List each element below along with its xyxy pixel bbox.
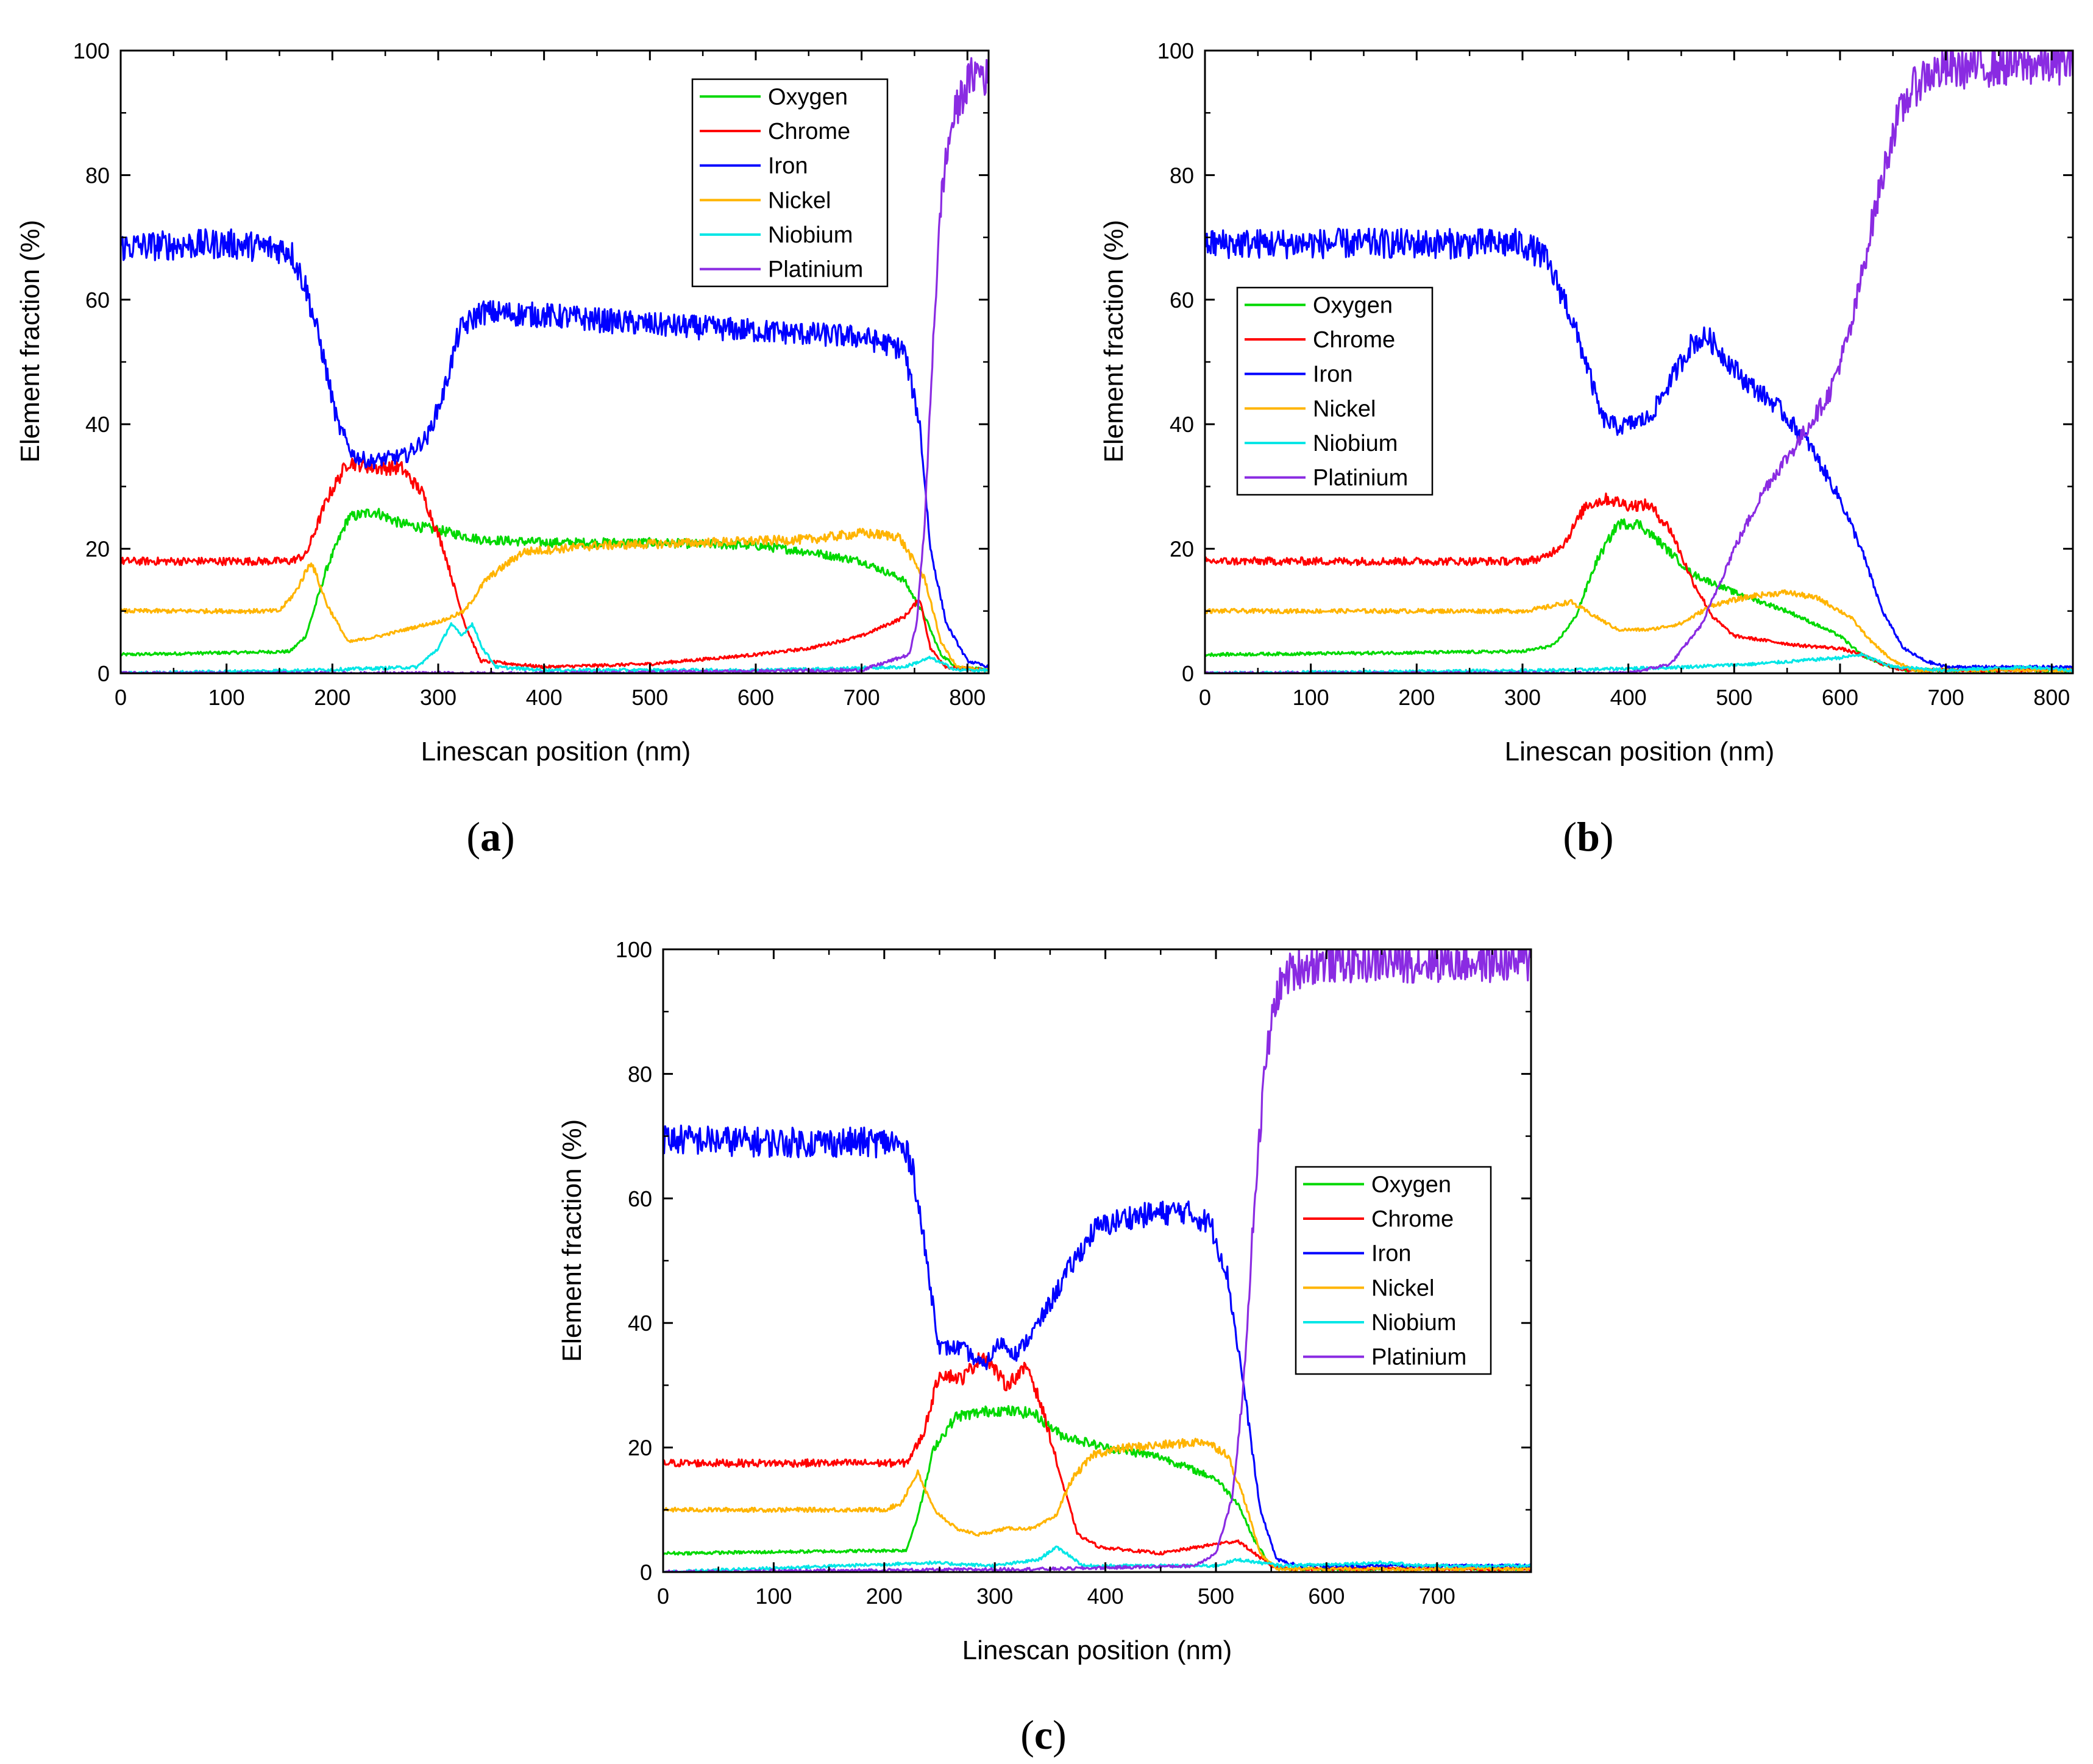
panel-a-legend-label-niobium: Niobium [768,222,853,248]
panel-c-legend-label-platinium: Platinium [1371,1345,1466,1370]
panel-a-xlabel: Linescan position (nm) [421,737,691,767]
panel-b-ytick-label: 20 [1170,537,1194,562]
panel-a-xtick-label: 600 [737,685,774,710]
panel-b-plot: 0 100 200 300 400 500 600 700 800 0 20 40 60 80 100 Oxy… [1157,38,2074,710]
panel-b-xtick-label: 100 [1293,685,1329,710]
panel-b-caption: (b) [1563,813,1613,860]
panel-a-legend-label-iron: Iron [768,154,808,179]
panel-c-ytick-label: 60 [628,1186,652,1211]
panel-c-ytick-label: 40 [628,1311,652,1336]
panel-a-legend-label-nickel: Nickel [768,188,831,213]
panel-c-xtick-label: 500 [1198,1584,1234,1609]
panel-a-series-chrome [121,456,989,672]
panel-b-xtick-label: 300 [1504,685,1541,710]
panel-b-ylabel: Element fraction (%) [1099,220,1129,463]
panel-a-series-niobium [121,622,989,673]
panel-a-ytick-label: 20 [85,537,110,562]
panel-c-ytick-label: 20 [628,1436,652,1461]
panel-a-legend-box [691,78,889,288]
panel-b-ytick-label: 40 [1170,412,1194,437]
panel-b-xtick-label: 800 [2033,685,2070,710]
panel-b-xtick-label: 400 [1610,685,1647,710]
panel-a-legend-label-chrome: Chrome [768,119,850,144]
panel-b-legend-label-nickel: Nickel [1313,396,1376,422]
panel-a-ytick-label: 40 [85,412,110,437]
panel-a-caption: (a) [466,813,514,860]
panel-a-xtick-label: 800 [949,685,986,710]
panel-b-xtick-label: 200 [1398,685,1435,710]
panel-c-ytick-label: 100 [616,937,652,962]
panel-c-plot: 0 100 200 300 400 500 600 700 0 20 40 60 80 100 Oxygen… [616,937,1532,1609]
panel-c-ytick-label: 0 [640,1560,652,1585]
panel-b: 0 100 200 300 400 500 600 700 800 0 20 40 60 80 100 Oxy… [1099,38,2074,860]
panel-c-caption: (c) [1020,1712,1067,1758]
panel-c-series-nickel [663,1437,1531,1571]
panel-a-ytick-label: 100 [73,38,110,63]
panel-b-legend: Oxygen Chrome Iron Nickel Niobium Platinium [1236,286,1434,496]
panel-c-xtick-label: 100 [755,1584,792,1609]
panel-b-series-nickel [1205,589,2073,673]
panel-b-xtick-label: 0 [1199,685,1211,710]
panel-a-plot: 0 100 200 300 400 500 600 700 800 0 20 40 60 80 100 Oxy… [73,38,990,710]
panel-c-xlabel: Linescan position (nm) [962,1635,1232,1665]
panel-a-legend: Oxygen Chrome Iron Nickel Niobium Platinium [691,78,889,288]
panel-c-series-platinium [663,949,1531,1572]
panel-b-legend-label-niobium: Niobium [1313,431,1398,456]
panel-c-xtick-label: 400 [1087,1584,1124,1609]
panel-b-xlabel: Linescan position (nm) [1505,737,1775,767]
panel-b-legend-box [1236,286,1434,496]
panel-a-legend-label-oxygen: Oxygen [768,84,848,110]
panel-b-xtick-label: 500 [1716,685,1752,710]
panel-c-legend-label-oxygen: Oxygen [1371,1172,1451,1197]
panel-b-legend-label-oxygen: Oxygen [1313,292,1393,318]
panel-c-legend-label-niobium: Niobium [1371,1310,1456,1336]
panel-a-ytick-label: 80 [85,163,110,188]
panel-a-xtick-label: 300 [420,685,457,710]
panel-b-series-platinium [1205,51,2073,673]
panel-c: 0 100 200 300 400 500 600 700 0 20 40 60 80 100 Oxygen… [557,937,1532,1758]
panel-c-series-group [663,949,1531,1572]
panel-a: 0 100 200 300 400 500 600 700 800 0 20 40 60 80 100 Oxy… [15,38,990,860]
panel-a-ytick-label: 0 [98,661,110,686]
panel-c-xtick-label: 600 [1308,1584,1345,1609]
panel-c-legend-label-chrome: Chrome [1371,1206,1454,1232]
panel-c-series-iron [663,1124,1531,1568]
panel-a-xtick-label: 0 [115,685,127,710]
panel-c-legend: Oxygen Chrome Iron Nickel Niobium Platinium [1295,1166,1492,1375]
panel-b-legend-label-chrome: Chrome [1313,327,1395,353]
panel-a-legend-label-platinium: Platinium [768,257,863,283]
panel-b-xtick-label: 600 [1822,685,1858,710]
panel-a-series-nickel [121,528,989,672]
panel-b-ytick-label: 0 [1182,661,1194,686]
panel-b-xtick-label: 700 [1928,685,1964,710]
panel-c-xtick-label: 700 [1419,1584,1455,1609]
panel-a-xtick-label: 500 [631,685,668,710]
panel-c-legend-label-nickel: Nickel [1371,1275,1434,1301]
panel-a-series-iron [121,228,989,669]
panel-a-series-oxygen [121,508,989,673]
panel-a-xtick-label: 400 [526,685,563,710]
panel-c-xtick-label: 0 [657,1584,669,1609]
panel-b-ytick-label: 60 [1170,288,1194,313]
panel-a-xtick-label: 200 [314,685,350,710]
panel-c-legend-label-iron: Iron [1371,1241,1411,1267]
panel-c-ylabel: Element fraction (%) [557,1119,587,1362]
panel-c-ytick-label: 80 [628,1061,652,1086]
panel-b-series-iron [1205,227,2073,670]
panel-b-ytick-label: 80 [1170,163,1194,188]
panel-a-ylabel: Element fraction (%) [15,220,45,463]
panel-a-ytick-label: 60 [85,288,110,313]
panel-a-xtick-label: 700 [844,685,880,710]
panel-b-legend-label-platinium: Platinium [1313,466,1408,491]
panel-b-ytick-label: 100 [1157,38,1194,63]
panel-c-series-niobium [663,1545,1531,1572]
panel-a-xtick-label: 100 [208,685,245,710]
panel-c-xtick-label: 200 [866,1584,903,1609]
panel-c-xtick-label: 300 [976,1584,1013,1609]
panel-b-legend-label-iron: Iron [1313,362,1352,388]
panel-c-legend-box [1295,1166,1492,1375]
